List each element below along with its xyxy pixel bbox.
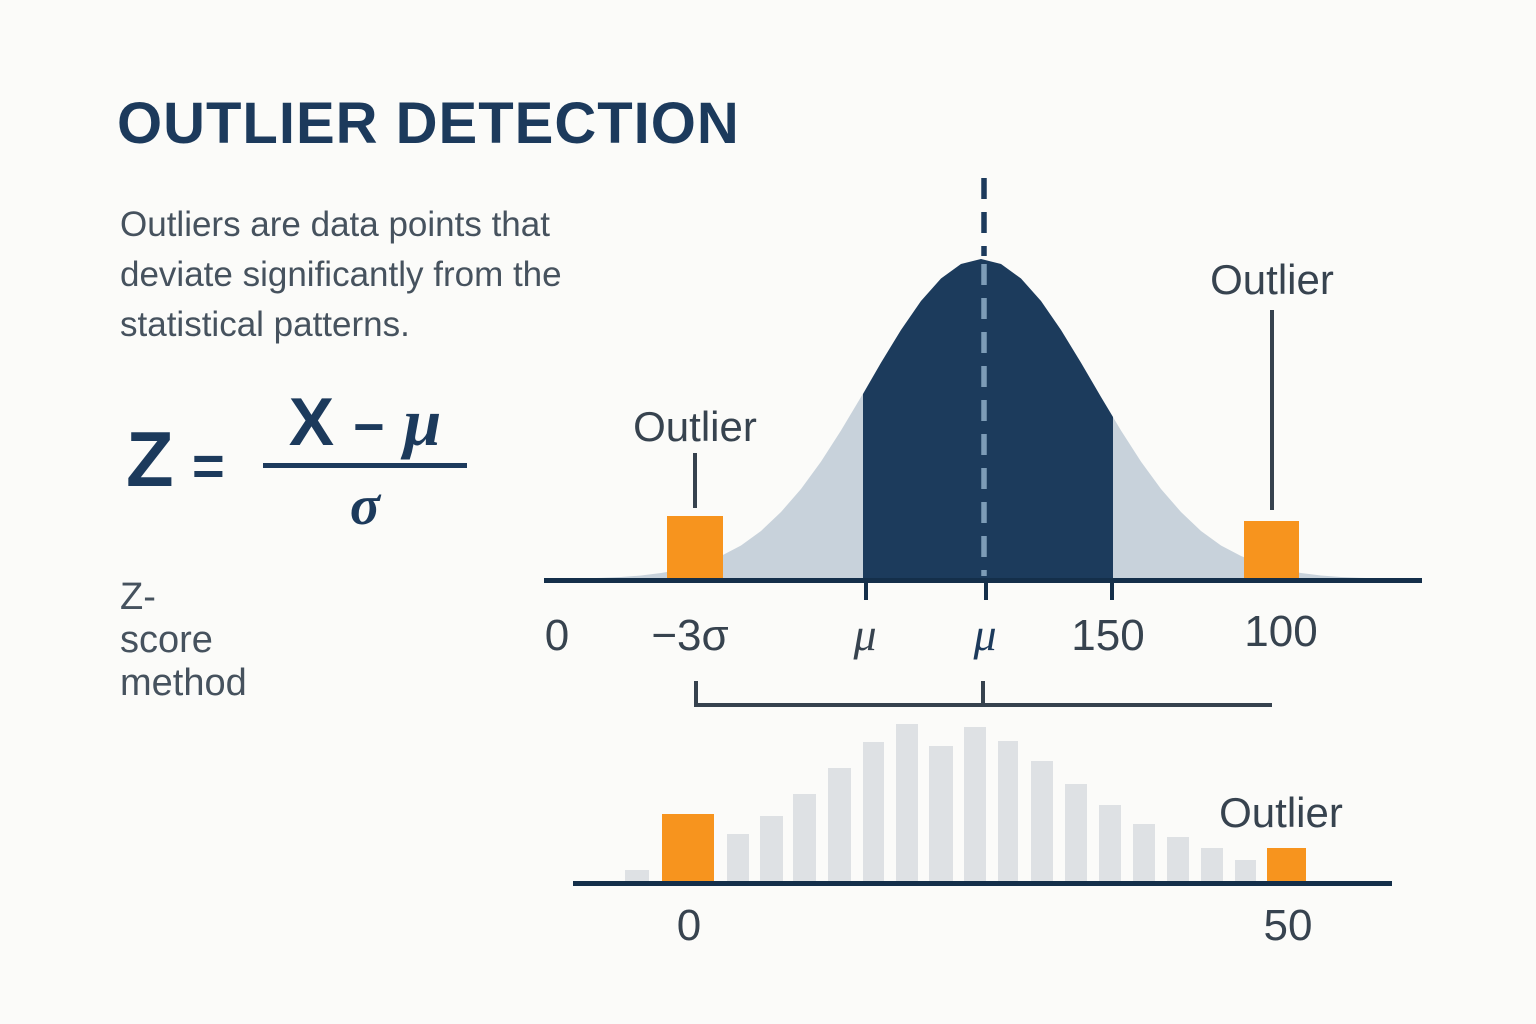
formula-equals: = (192, 434, 225, 497)
page-title: OUTLIER DETECTION (117, 91, 740, 156)
bell-chart (544, 178, 1422, 600)
bell-tick-label-100: 100 (1244, 607, 1318, 656)
histogram-bar (1201, 848, 1223, 881)
histogram-bar (828, 768, 851, 881)
intro-line-2: deviate significantly from the (120, 255, 562, 294)
histogram-bar (727, 834, 749, 881)
formula-x: X (288, 384, 335, 460)
histogram-tick-label-50: 50 (1263, 901, 1313, 950)
histogram-outlier-label: Outlier (1219, 789, 1343, 836)
formula-sigma: σ (349, 475, 381, 537)
intro-line-3: statistical patterns. (120, 305, 410, 344)
bell-tick-label-0: 0 (544, 611, 570, 660)
formula-caption: Z-score method (120, 576, 247, 704)
histogram-bar (1031, 761, 1053, 881)
formula-fraction-bar (263, 463, 467, 468)
histogram-bar (964, 727, 986, 881)
histogram-tick-label-0: 0 (676, 901, 702, 950)
bracket-center-vertical (981, 681, 985, 707)
histogram-bar (1065, 784, 1087, 881)
histogram-bar (929, 746, 953, 881)
bell-outlier-bar-left (667, 516, 723, 578)
histogram-bar (793, 794, 816, 881)
bracket-horizontal (694, 703, 1272, 707)
bell-tick-label-mu-left: μ (853, 609, 877, 660)
histogram-bar (1099, 805, 1121, 881)
intro-paragraph: Outliers are data points that deviate si… (120, 200, 680, 350)
formula-lhs-z: Z (126, 415, 174, 503)
histogram-outlier-bar (662, 814, 714, 881)
histogram-bars (573, 710, 1393, 881)
formula-numerator: X − μ (263, 388, 467, 456)
histogram-bar (1235, 860, 1256, 881)
histogram-bar (625, 870, 649, 881)
bell-tick-label-150: 150 (1071, 611, 1145, 660)
formula-mu: μ (403, 384, 442, 460)
formula-minus: − (352, 397, 385, 457)
histogram-x-axis (573, 881, 1392, 886)
histogram-bar (896, 724, 918, 881)
histogram-bar (1133, 824, 1155, 881)
bell-curve-dark-center (863, 259, 1113, 580)
bell-outlier-label-right: Outlier (1210, 256, 1334, 303)
histogram-outlier-bar (1267, 848, 1306, 881)
histogram-bar (1167, 837, 1189, 881)
bracket-left-vertical (694, 681, 698, 707)
histogram-bar (998, 741, 1018, 881)
bell-outlier-bar-right (1244, 521, 1299, 578)
histogram-bar (760, 816, 783, 881)
histogram-bar (863, 742, 884, 881)
bell-outlier-label-left: Outlier (633, 403, 757, 450)
bell-tick-label-mu-center: μ (973, 609, 997, 660)
intro-line-1: Outliers are data points that (120, 205, 550, 244)
bell-x-axis (544, 578, 1422, 583)
bell-tick-label-minus3sigma: −3σ (651, 611, 729, 660)
